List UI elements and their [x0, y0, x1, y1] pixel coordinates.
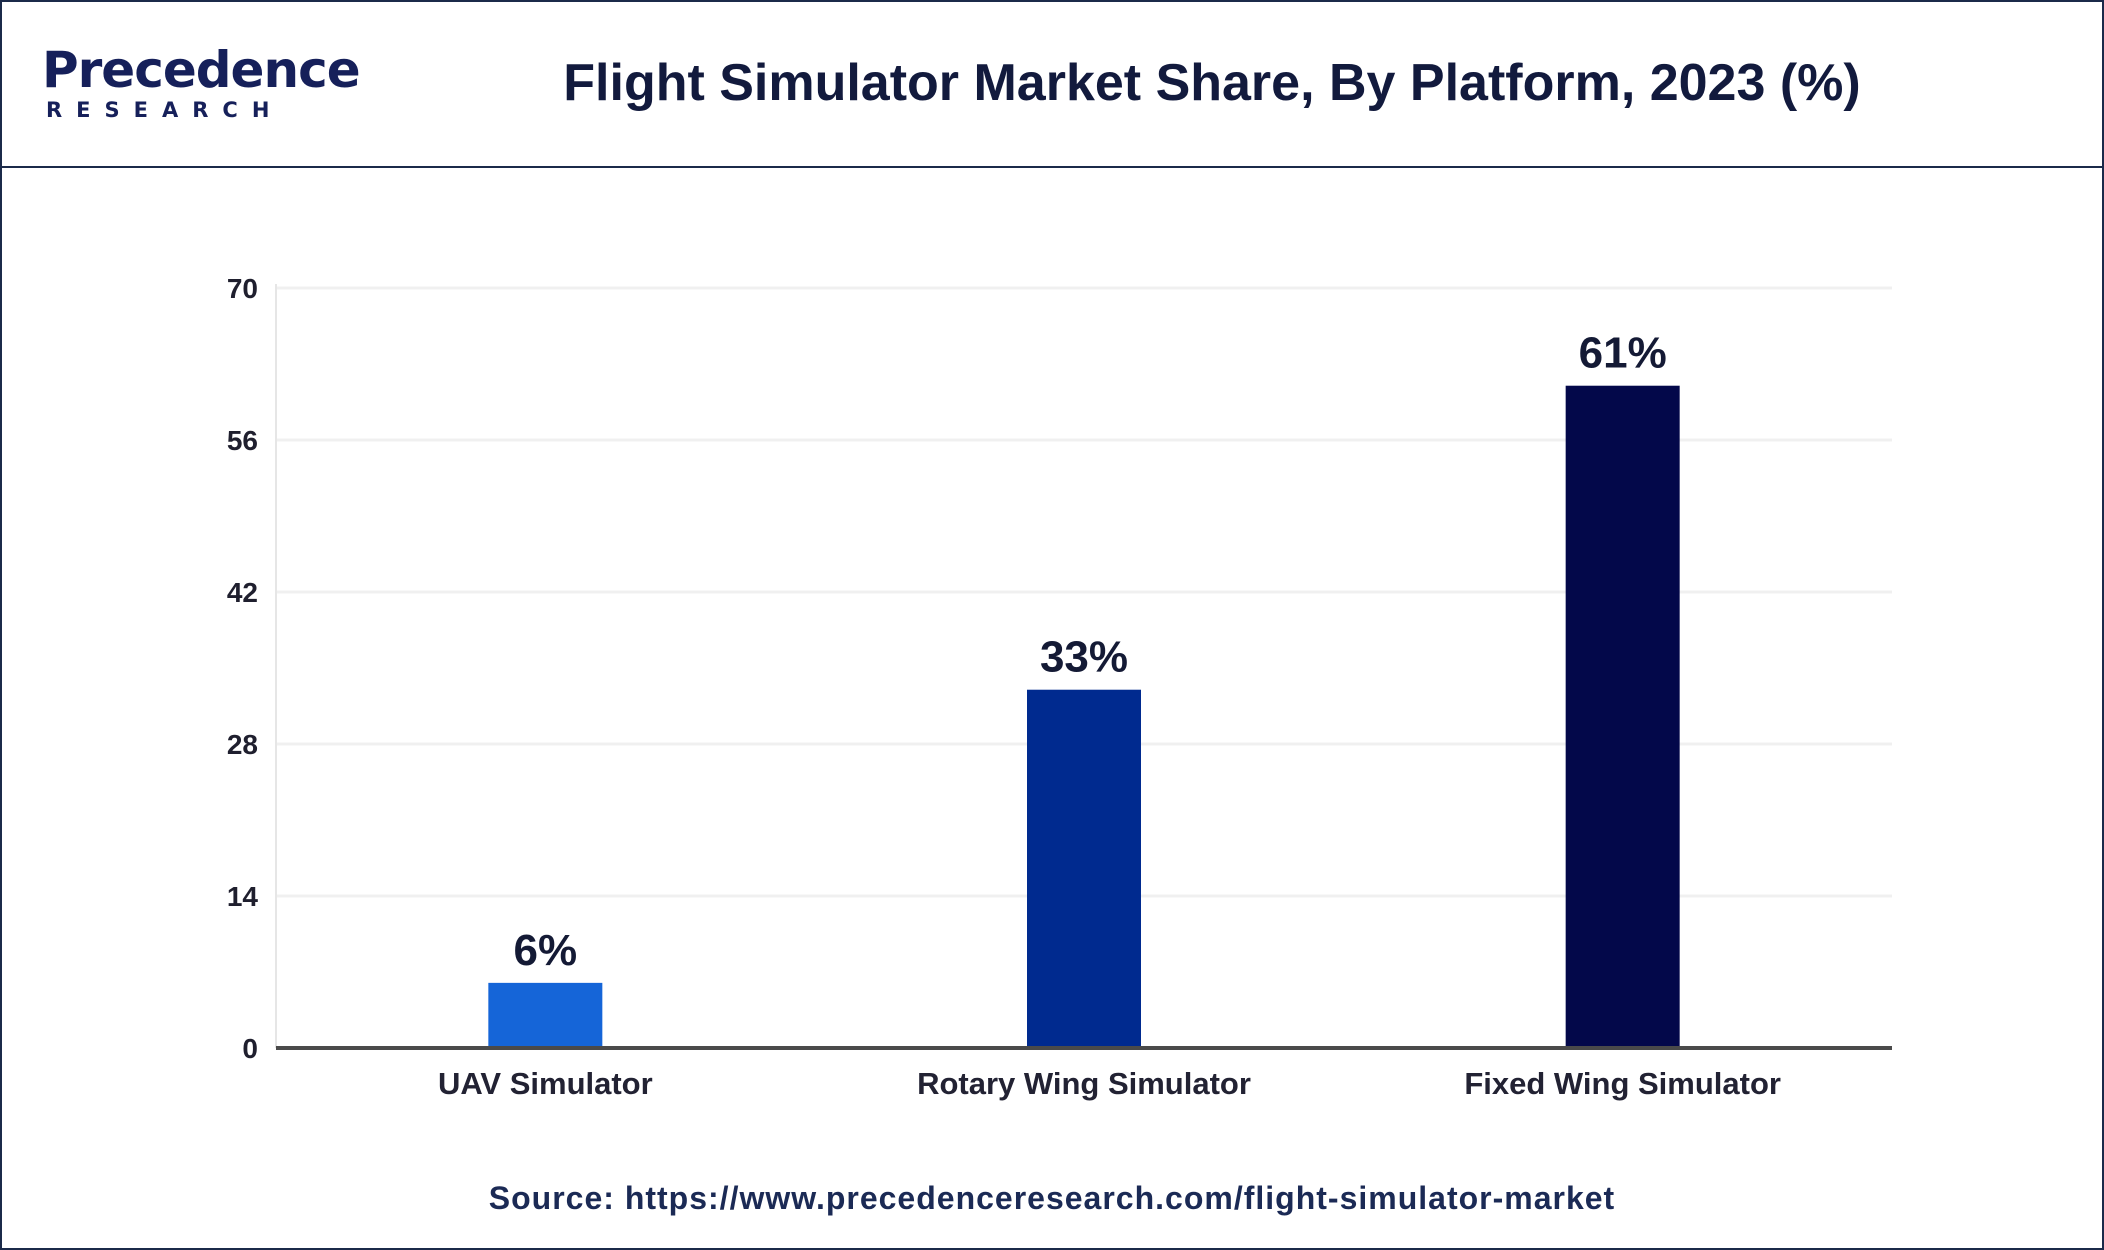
bar: [1565, 385, 1680, 1048]
y-tick-label: 14: [227, 881, 259, 912]
bar-value-label: 6%: [514, 926, 578, 975]
x-tick-label: Rotary Wing Simulator: [917, 1066, 1251, 1101]
bar-value-label: 61%: [1579, 329, 1667, 378]
precedence-research-logo: Precedence RESEARCH: [42, 42, 361, 132]
bar: [1027, 689, 1141, 1048]
y-tick-label: 28: [227, 729, 258, 760]
logo-wordmark: Precedence: [42, 41, 361, 99]
bar: [488, 982, 603, 1048]
bar-chart: 6% 33% 61% 0 14 28 42 56 70 UAV Simulator Rotary …: [2, 168, 2102, 1168]
y-tick-label: 0: [242, 1033, 258, 1064]
source-label: Source:: [488, 1180, 615, 1216]
x-tick-label: Fixed Wing Simulator: [1464, 1066, 1781, 1101]
header: Precedence RESEARCH Flight Simulator Mar…: [2, 2, 2102, 168]
source-note: Source: https://www.precedenceresearch.c…: [2, 1178, 2102, 1218]
y-tick-label: 42: [227, 577, 258, 608]
chart-title: Flight Simulator Market Share, By Platfo…: [563, 54, 1861, 112]
y-tick-label: 70: [227, 273, 258, 304]
axes: 0 14 28 42 56 70 UAV Simulator Rotary Wing Simu…: [227, 273, 1892, 1101]
data-labels: 6% 33% 61%: [514, 329, 1667, 975]
logo-subtitle: RESEARCH: [46, 98, 284, 122]
x-tick-label: UAV Simulator: [438, 1066, 653, 1101]
bar-value-label: 33%: [1040, 633, 1128, 682]
bar-chart-svg: 6% 33% 61% 0 14 28 42 56 70 UAV Simulator Rotary …: [227, 273, 1892, 1101]
y-tick-label: 56: [227, 425, 258, 456]
bars: [488, 385, 1680, 1048]
source-url[interactable]: https://www.precedenceresearch.com/fligh…: [624, 1180, 1616, 1216]
